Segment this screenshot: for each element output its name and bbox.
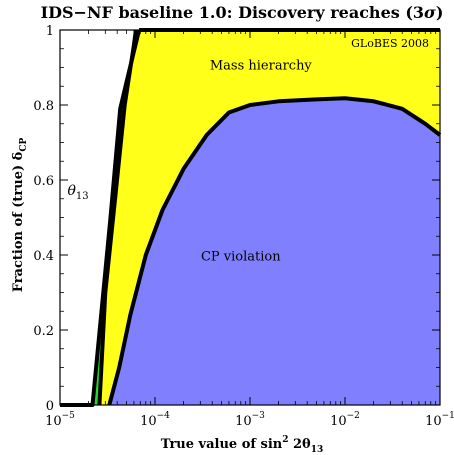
x-tick-label-exp: −5 <box>62 411 76 421</box>
y-tick-label: 0.2 <box>33 324 54 339</box>
y-axis-label-prefix: Fraction of (true) δ <box>11 151 26 292</box>
cp-violation-boundary <box>107 96 442 406</box>
y-tick-label: 0.6 <box>33 174 54 189</box>
x-axis-label-sup: 2 <box>282 435 288 445</box>
y-axis-label: Fraction of (true) δCP <box>11 137 29 292</box>
x-axis-label-prefix: True value of sin <box>161 437 283 452</box>
chart-title: IDS−NF baseline 1.0: Discovery reaches (… <box>41 3 444 22</box>
x-tick-label-base: 10 <box>425 414 442 429</box>
y-tick-label: 0.4 <box>33 249 54 264</box>
x-tick-label-exp: −1 <box>442 411 454 421</box>
watermark: GLoBES 2008 <box>351 37 429 50</box>
x-tick-label: 10−3 <box>235 411 265 429</box>
theta13-label-sub: 13 <box>76 191 89 202</box>
x-axis-label: True value of sin2 2θ13 <box>161 435 324 455</box>
theta13-label-symbol: θ <box>67 183 76 199</box>
mass-hierarchy-label: Mass hierarchy <box>210 58 313 73</box>
x-tick-label-base: 10 <box>45 414 62 429</box>
x-tick-label: 10−1 <box>425 411 454 429</box>
x-tick-label-base: 10 <box>235 414 252 429</box>
x-tick-label-base: 10 <box>140 414 157 429</box>
chart-title-close: ) <box>436 3 444 22</box>
y-tick-label: 0.8 <box>33 99 54 114</box>
mass-hierarchy-boundary <box>97 29 138 406</box>
x-tick-label-base: 10 <box>330 414 347 429</box>
x-axis-label-middle: 2θ <box>288 437 311 452</box>
y-axis-label-sub: CP <box>19 137 29 151</box>
x-tick-label-exp: −2 <box>347 411 360 421</box>
x-tick-label: 10−2 <box>330 411 360 429</box>
x-tick-label: 10−5 <box>45 411 75 429</box>
cp-violation-label: CP violation <box>201 250 281 265</box>
y-tick-label: 0 <box>46 399 54 414</box>
x-tick-label: 10−4 <box>140 411 170 429</box>
theta13-label: θ13 <box>67 183 88 202</box>
chart-title-sigma: σ <box>424 3 436 22</box>
x-axis-label-sub: 13 <box>311 445 324 455</box>
chart-title-main: IDS−NF baseline 1.0: Discovery reaches (… <box>41 3 424 22</box>
y-tick-label: 1 <box>46 24 54 39</box>
x-tick-label-exp: −3 <box>252 411 266 421</box>
x-tick-label-exp: −4 <box>157 411 171 421</box>
cp-violation-region <box>109 98 441 406</box>
